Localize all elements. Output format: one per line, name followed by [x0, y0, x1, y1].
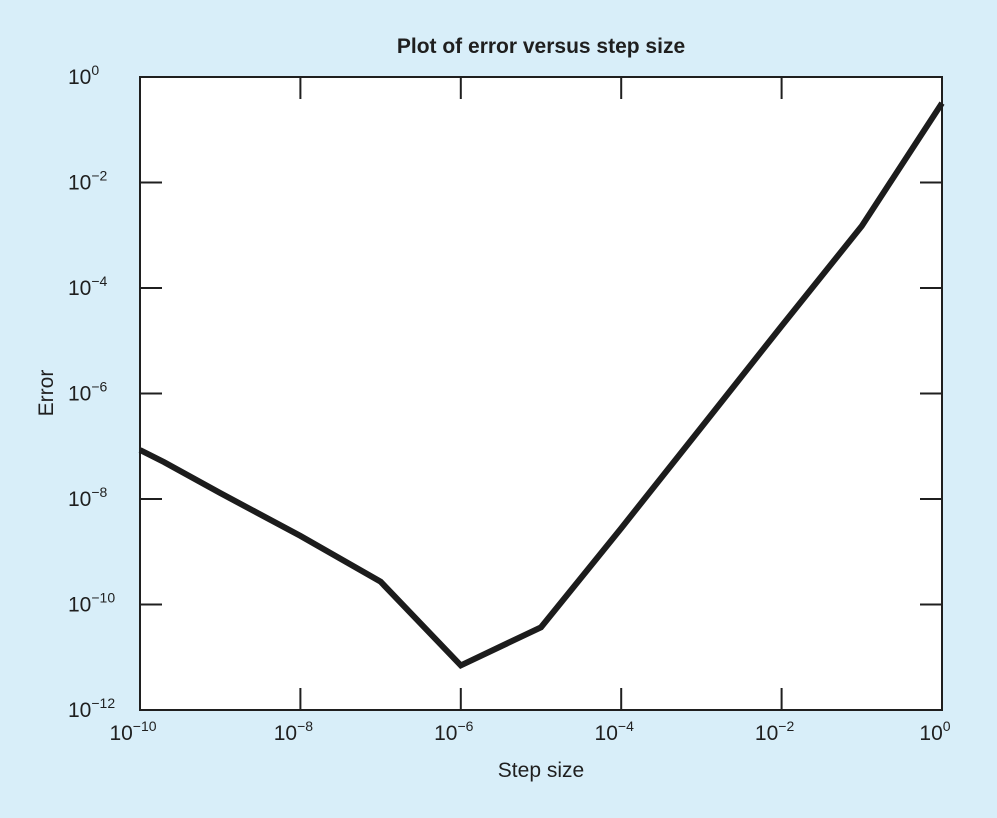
x-tick-label: 100 [919, 718, 950, 745]
x-tick-label: 10−4 [595, 718, 635, 745]
x-axis-label: Step size [498, 759, 584, 782]
x-tick-label: 10−10 [109, 718, 156, 745]
y-tick-label: 100 [68, 62, 99, 89]
chart-title: Plot of error versus step size [397, 35, 685, 58]
plot-frame [139, 76, 943, 711]
y-tick-label: 10−6 [68, 379, 108, 406]
y-axis-label: Error [35, 370, 58, 417]
y-tick-label: 10−8 [68, 484, 108, 511]
y-tick-label: 10−10 [68, 590, 115, 617]
y-tick-label: 10−2 [68, 168, 108, 195]
y-tick-label: 10−12 [68, 695, 115, 722]
y-tick-labels: 100 10−2 10−4 10−6 10−8 10−10 10−12 [68, 62, 115, 722]
error-series-line [138, 101, 945, 670]
x-tick-label: 10−2 [755, 718, 795, 745]
y-tick-label: 10−4 [68, 273, 108, 300]
x-tick-label: 10−6 [434, 718, 474, 745]
axis-ticks [140, 77, 942, 710]
x-tick-labels: 10−10 10−8 10−6 10−4 10−2 100 [109, 718, 950, 745]
x-tick-label: 10−8 [274, 718, 314, 745]
series-group [138, 101, 945, 670]
